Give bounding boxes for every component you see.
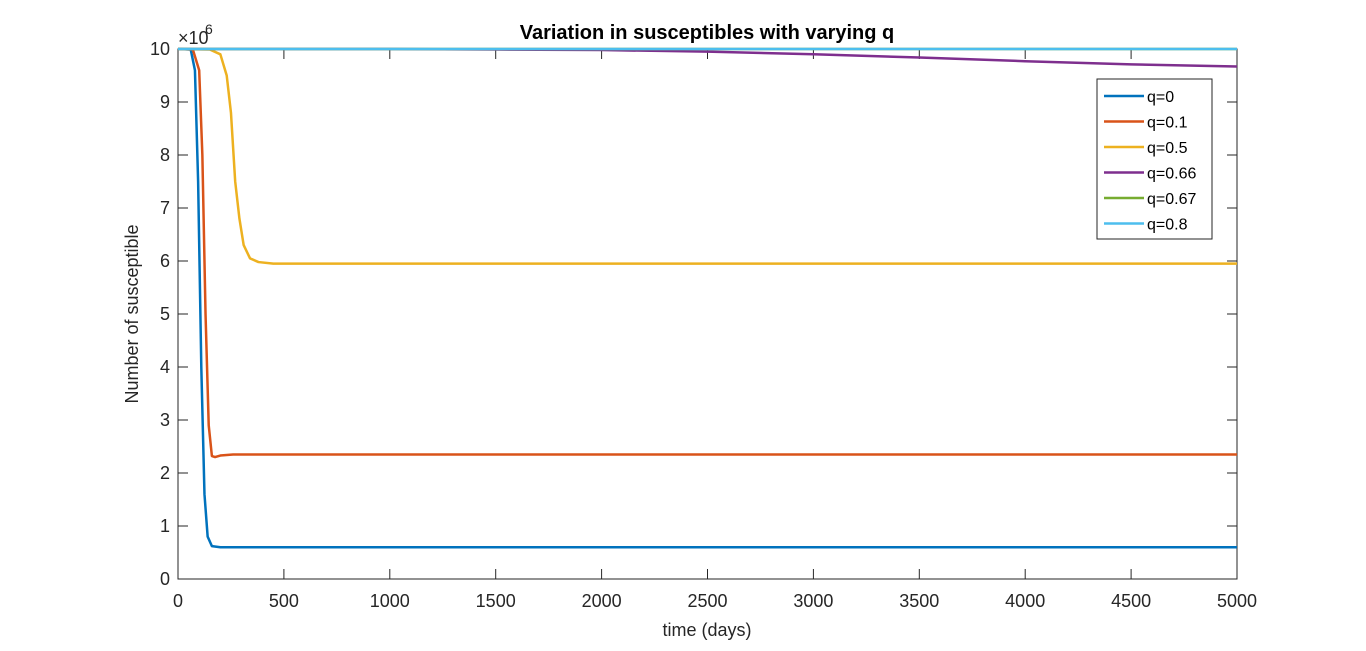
y-tick-label: 0 xyxy=(160,569,170,589)
legend-entry-4: q=0.67 xyxy=(1147,191,1196,208)
axes xyxy=(177,48,1238,580)
x-tick-label: 4500 xyxy=(1111,591,1151,611)
x-tick-label: 500 xyxy=(269,591,299,611)
y-multiplier-base: ×10 xyxy=(178,28,209,48)
x-tick-label: 3500 xyxy=(899,591,939,611)
legend: q=0 q=0.1 q=0.5 q=0.66 q=0.67 q=0.8 xyxy=(1096,78,1213,240)
legend-entry-3: q=0.66 xyxy=(1147,166,1196,183)
x-tick-labels: 0 500 1000 1500 2000 2500 3000 3500 4000 4500 5000 xyxy=(173,591,1257,611)
x-tick-label: 0 xyxy=(173,591,183,611)
y-tick-label: 10 xyxy=(150,39,170,59)
x-tick-label: 3000 xyxy=(793,591,833,611)
y-tick-labels: 0 1 2 3 4 5 6 7 8 9 10 xyxy=(150,39,170,589)
legend-entry-2: q=0.5 xyxy=(1147,140,1188,157)
y-tick-label: 7 xyxy=(160,198,170,218)
series-line-1 xyxy=(177,47,1237,459)
x-tick-label: 5000 xyxy=(1217,591,1257,611)
y-tick-label: 1 xyxy=(160,516,170,536)
x-tick-label: 2000 xyxy=(582,591,622,611)
x-tick-label: 2500 xyxy=(687,591,727,611)
y-tick-label: 4 xyxy=(160,357,170,377)
series-line-0 xyxy=(177,47,1237,549)
legend-entry-1: q=0.1 xyxy=(1147,115,1188,132)
y-tick-label: 9 xyxy=(160,92,170,112)
y-axis-label: Number of susceptible xyxy=(122,224,142,403)
y-tick-label: 6 xyxy=(160,251,170,271)
legend-box xyxy=(1096,78,1213,240)
x-tick-label: 1500 xyxy=(476,591,516,611)
plot-area xyxy=(177,48,1238,580)
legend-entry-0: q=0 xyxy=(1147,89,1174,106)
series-line-2 xyxy=(177,47,1237,265)
x-tick-label: 4000 xyxy=(1005,591,1045,611)
x-tick-label: 1000 xyxy=(370,591,410,611)
y-tick-label: 3 xyxy=(160,410,170,430)
x-axis-label: time (days) xyxy=(662,620,751,640)
y-multiplier-exponent: 6 xyxy=(205,21,213,37)
series-lines xyxy=(177,47,1238,549)
y-tick-label: 8 xyxy=(160,145,170,165)
legend-entry-5: q=0.8 xyxy=(1147,217,1188,234)
chart-title: Variation in susceptibles with varying q xyxy=(520,22,895,44)
y-tick-label: 2 xyxy=(160,463,170,483)
y-tick-label: 5 xyxy=(160,304,170,324)
